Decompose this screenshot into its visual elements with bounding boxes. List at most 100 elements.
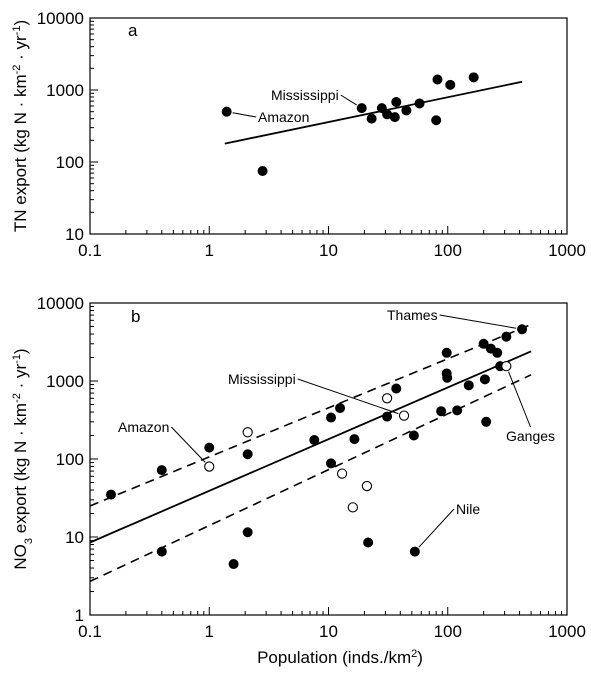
- panel-b-x-ticks: [89, 607, 568, 615]
- data-point-open: [381, 393, 393, 404]
- data-point-filled: [156, 465, 167, 476]
- annotation-mississippi: Mississippi: [271, 87, 339, 103]
- annotation-leader-nile: [418, 508, 455, 548]
- data-point-filled: [463, 380, 474, 391]
- data-point-filled: [414, 98, 425, 109]
- data-point-filled: [408, 430, 419, 441]
- panel-b-points: [105, 324, 528, 570]
- data-point-filled: [391, 97, 402, 108]
- data-point-open: [347, 502, 358, 513]
- data-point-filled: [366, 113, 377, 124]
- annotation-amazon: Amazon: [258, 109, 309, 125]
- panel-a-label: a: [128, 21, 138, 40]
- panel-a-x-ticks: [89, 226, 568, 234]
- data-point-open: [501, 361, 512, 372]
- panel-b-x-tick-labels: 0.1 1 10 100 1000: [78, 622, 586, 641]
- data-point-filled: [382, 411, 393, 422]
- data-point-filled: [105, 489, 116, 500]
- data-point-filled: [436, 406, 447, 417]
- data-point-filled: [221, 106, 232, 117]
- y-tick-label: 1: [75, 606, 84, 625]
- x-tick-label: 10: [319, 241, 338, 260]
- data-point-filled: [349, 434, 360, 445]
- panel-a-y-ticks: [90, 17, 98, 235]
- data-point-filled: [452, 405, 463, 416]
- annotation-thames: Thames: [387, 307, 438, 323]
- data-point-filled: [363, 537, 374, 548]
- data-point-open: [361, 480, 373, 492]
- x-tick-label: 100: [434, 241, 462, 260]
- data-point-filled: [326, 412, 337, 423]
- data-point-filled: [204, 442, 215, 453]
- x-tick-label: 1000: [548, 241, 586, 260]
- data-point-filled: [391, 383, 402, 394]
- y-tick-label: 1000: [46, 81, 84, 100]
- y-tick-label: 100: [56, 450, 84, 469]
- y-tick-label: 10: [65, 225, 84, 244]
- annotation-ganges: Ganges: [506, 428, 555, 444]
- panel-a-frame: [89, 17, 568, 235]
- data-point-filled: [478, 338, 489, 349]
- data-point-filled: [257, 165, 268, 176]
- data-point-filled: [401, 105, 412, 116]
- panel-a-fit-lines: [224, 80, 523, 145]
- data-point-open: [336, 468, 348, 479]
- data-point-filled: [389, 112, 400, 123]
- panel-b-y-ticks: [90, 302, 98, 616]
- regression-line: [89, 350, 532, 544]
- data-point-filled: [517, 324, 528, 335]
- y-tick-label: 100: [56, 153, 84, 172]
- data-point-filled: [242, 527, 253, 538]
- x-tick-label: 10: [319, 622, 338, 641]
- data-point-filled: [501, 331, 512, 342]
- panel-b-y-tick-labels: 1 10 100 1000 10000: [37, 294, 84, 625]
- panel-a: a 10 100 1000 10000 0.1 1 10 100 1000 TN export…: [11, 9, 586, 260]
- data-point-filled: [481, 416, 492, 427]
- confidence-band-line: [89, 374, 532, 583]
- annotation-leader-thames: [439, 314, 517, 329]
- data-point-filled: [492, 347, 503, 358]
- data-point-filled: [445, 79, 456, 90]
- panel-a-x-tick-labels: 0.1 1 10 100 1000: [78, 241, 586, 260]
- data-point-filled: [335, 403, 346, 414]
- x-axis-title: Population (inds./km2): [257, 648, 423, 667]
- x-tick-label: 0.1: [78, 241, 102, 260]
- y-tick-label: 10000: [37, 9, 84, 28]
- y-tick-label: 1000: [46, 372, 84, 391]
- data-point-filled: [326, 458, 337, 469]
- panel-b-fit-lines: [89, 323, 532, 583]
- panel-a-y-tick-labels: 10 100 1000 10000: [37, 9, 84, 244]
- data-point-filled: [309, 435, 320, 446]
- panel-b-label: b: [131, 307, 140, 326]
- y-tick-label: 10000: [37, 294, 84, 313]
- data-point-filled: [356, 103, 367, 114]
- annotation-leader-amazon: [232, 112, 257, 118]
- x-tick-label: 1000: [548, 622, 586, 641]
- data-point-filled: [432, 74, 443, 85]
- data-point-filled: [156, 546, 167, 557]
- data-point-open: [204, 461, 215, 472]
- confidence-band-line: [89, 323, 532, 507]
- annotation-leader-amazon: [170, 426, 206, 463]
- annotation-leader-mississippi: [340, 94, 357, 106]
- annotation-leader-mississippi: [297, 378, 399, 415]
- data-point-filled: [228, 559, 239, 570]
- data-point-filled: [468, 72, 479, 83]
- data-point-filled: [431, 115, 442, 126]
- data-point-filled: [409, 546, 420, 557]
- x-tick-label: 1: [205, 622, 214, 641]
- panel-b-leader-lines: [170, 314, 531, 548]
- panel-a-leader-lines: [232, 94, 357, 118]
- annotation-amazon: Amazon: [118, 419, 169, 435]
- y-tick-label: 10: [65, 528, 84, 547]
- data-point-open: [242, 427, 253, 438]
- data-point-filled: [441, 347, 452, 358]
- data-point-filled: [242, 449, 253, 460]
- annotation-mississippi: Mississippi: [228, 371, 296, 387]
- regression-line: [224, 80, 523, 145]
- panel-a-points: [221, 72, 479, 176]
- data-point-filled: [442, 372, 453, 383]
- x-tick-label: 100: [434, 622, 462, 641]
